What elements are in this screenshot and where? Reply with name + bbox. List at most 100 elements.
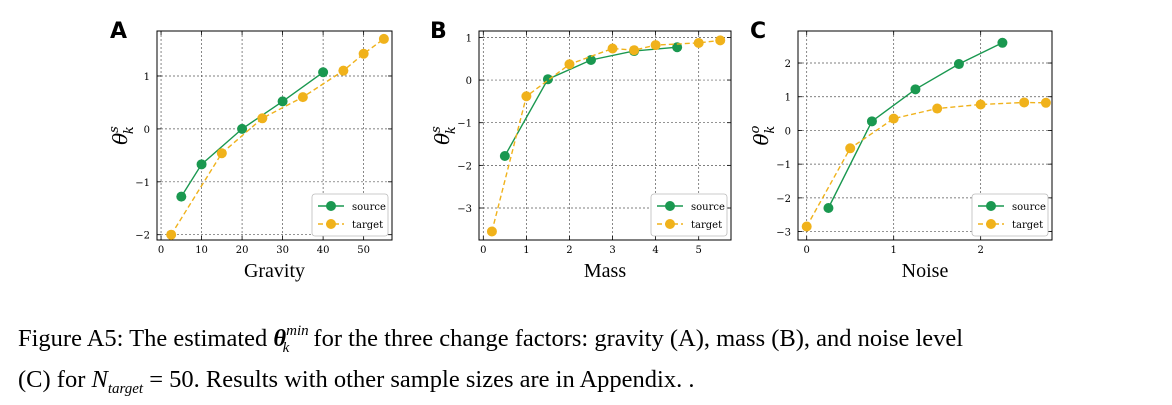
panel-label: B [430, 19, 447, 44]
x-tick-label: 1 [523, 245, 529, 256]
chart-panel-b: B 0 1 2 3 4 5 −3 −2 −1 0 1 Mass θsk source target [429, 19, 732, 282]
x-axis-label: Noise [902, 260, 949, 282]
series-line-source [180, 71, 324, 197]
x-tick-label: 0 [480, 245, 486, 256]
data-point-target [1019, 97, 1030, 108]
y-tick-label: 1 [466, 33, 472, 44]
data-point-target [521, 91, 532, 102]
caption-theta-sub: k [282, 340, 290, 356]
data-point-target [358, 48, 369, 59]
caption-middle: for the three change factors: gravity (A… [307, 325, 964, 352]
caption-line-2: (C) for Ntarget = 50. Results with other… [18, 364, 1168, 405]
y-tick-label: 1 [785, 93, 791, 104]
data-point-target [888, 113, 899, 124]
data-point-target [564, 59, 575, 70]
y-tick-label: 0 [144, 125, 150, 136]
data-point-target [338, 65, 349, 76]
data-point-target [216, 148, 227, 159]
legend-marker-target [986, 219, 996, 229]
data-point-target [715, 35, 726, 46]
series-line-target [491, 39, 721, 232]
y-tick-label: −3 [457, 204, 472, 215]
data-point-source [953, 59, 964, 70]
data-point-target [801, 221, 812, 232]
y-tick-label: −2 [135, 231, 150, 242]
legend-label-target: target [691, 220, 722, 231]
data-point-source [196, 159, 207, 170]
data-point-target [1040, 97, 1051, 108]
data-point-target [166, 229, 177, 240]
y-tick-label: −2 [776, 194, 791, 205]
caption-theta-sup: min [286, 323, 309, 339]
caption-n-symbol: N [91, 366, 108, 393]
data-point-target [607, 43, 618, 54]
data-point-source [237, 123, 248, 134]
data-point-target [650, 40, 661, 51]
data-point-target [932, 103, 943, 114]
figure: A0 10 20 30 40 50−2−101Gravityθsksourcetarget… [107, 19, 1053, 282]
chart-panel-a: A 0 10 20 30 40 50 −2 −1 0 1 Gravity θsk source target [107, 19, 393, 282]
caption-line2-suffix: = 50. Results with other sample sizes ar… [143, 366, 695, 393]
caption-line2-prefix: (C) for [18, 366, 92, 393]
legend-marker-source [986, 201, 996, 211]
y-tick-label: −1 [135, 178, 150, 189]
panel-label: C [750, 19, 766, 44]
y-tick-label: −2 [457, 161, 472, 172]
x-tick-label: 40 [317, 245, 330, 256]
data-point-target [629, 45, 640, 56]
x-tick-label: 5 [696, 245, 702, 256]
y-axis-label: θok [748, 125, 778, 145]
x-tick-label: 20 [236, 245, 249, 256]
data-point-target [257, 113, 268, 124]
x-tick-label: 2 [566, 245, 572, 256]
data-point-source [586, 55, 596, 66]
legend-marker-target [665, 219, 675, 229]
data-point-source [866, 116, 877, 127]
series-line-source [827, 42, 1003, 209]
data-point-target [975, 99, 986, 110]
data-point-target [297, 92, 308, 103]
x-axis-label: Gravity [244, 260, 305, 282]
y-tick-label: −1 [457, 119, 472, 130]
legend-marker-source [326, 201, 336, 211]
x-tick-label: 30 [276, 245, 289, 256]
panel-label: A [110, 19, 127, 44]
axes-frame [156, 30, 393, 241]
caption-line-1: Figure A5: The estimated θmink for the t… [18, 316, 1168, 364]
chart-panel-c: C 0 1 2 −3 −2 −1 0 1 2 Noise θok source target [748, 19, 1053, 282]
y-axis-label: θsk [107, 126, 137, 145]
figure-caption: Figure A5: The estimated θmink for the t… [18, 316, 1168, 405]
axes-frame [478, 30, 732, 241]
x-tick-label: 50 [357, 245, 370, 256]
x-tick-label: 1 [890, 245, 896, 256]
y-tick-label: −1 [776, 160, 791, 171]
data-point-target [486, 226, 497, 237]
data-point-source [318, 67, 329, 78]
data-point-source [499, 150, 510, 161]
caption-n-sub: target [107, 381, 144, 397]
data-point-source [997, 37, 1008, 48]
legend-label-source: source [352, 202, 386, 213]
data-point-source [823, 202, 834, 213]
legend-marker-source [665, 201, 675, 211]
x-tick-label: 2 [977, 245, 983, 256]
y-tick-label: 0 [466, 76, 472, 87]
x-tick-label: 0 [158, 245, 164, 256]
data-point-target [693, 37, 704, 48]
legend-label-source: source [691, 202, 725, 213]
legend-label-source: source [1012, 202, 1046, 213]
data-point-source [277, 96, 288, 107]
caption-prefix: Figure A5: The estimated [18, 325, 274, 352]
legend-label-target: target [352, 220, 383, 231]
x-tick-label: 10 [195, 245, 208, 256]
caption-theta: θ [273, 325, 287, 352]
legend-label-target: target [1012, 220, 1043, 231]
y-tick-label: 1 [144, 72, 150, 83]
legend-marker-target [326, 219, 336, 229]
data-point-source [672, 42, 683, 53]
data-point-source [910, 84, 921, 95]
y-tick-label: 2 [785, 59, 791, 70]
data-point-source [176, 191, 187, 202]
y-axis-label: θsk [429, 126, 459, 145]
x-axis-label: Mass [584, 260, 626, 282]
